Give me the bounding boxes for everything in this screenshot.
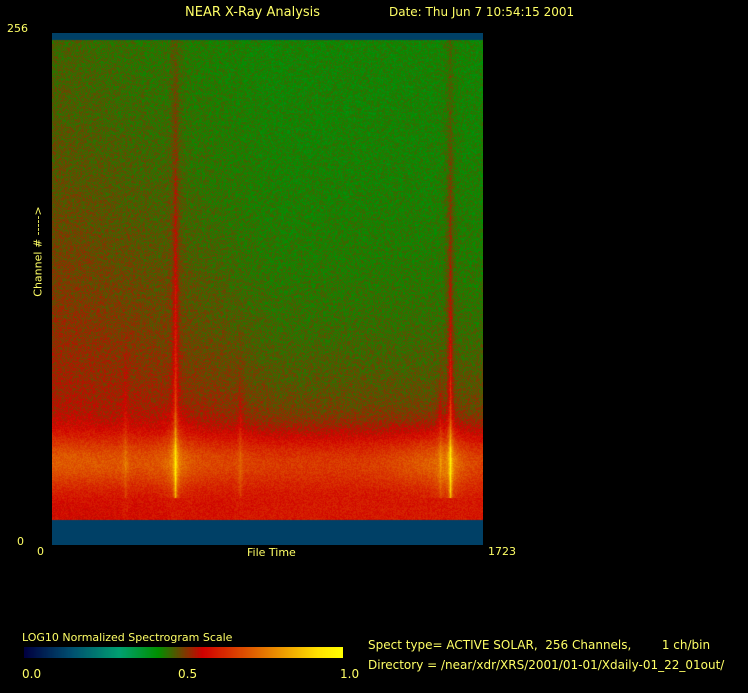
- spect-type-info: Spect type= ACTIVE SOLAR, 256 Channels, …: [368, 638, 711, 652]
- spectrogram-heatmap: [52, 33, 483, 545]
- x-axis-label: File Time: [247, 546, 296, 559]
- y-tick-min: 0: [17, 535, 24, 548]
- x-tick-min: 0: [37, 545, 44, 558]
- x-tick-max: 1723: [488, 545, 516, 558]
- y-axis-label: Channel # ----->: [31, 206, 45, 297]
- colorbar-tick-1: 1.0: [340, 667, 360, 681]
- colorbar-tick-05: 0.5: [178, 667, 198, 681]
- colorbar-title: LOG10 Normalized Spectrogram Scale: [22, 631, 233, 644]
- date-label: Date: Thu Jun 7 10:54:15 2001: [389, 5, 575, 19]
- directory-info: Directory = /near/xdr/XRS/2001/01-01/Xda…: [368, 658, 725, 672]
- colorbar: [24, 647, 343, 658]
- y-tick-max: 256: [7, 22, 28, 35]
- chart-title: NEAR X-Ray Analysis: [185, 5, 321, 20]
- colorbar-tick-0: 0.0: [22, 667, 42, 681]
